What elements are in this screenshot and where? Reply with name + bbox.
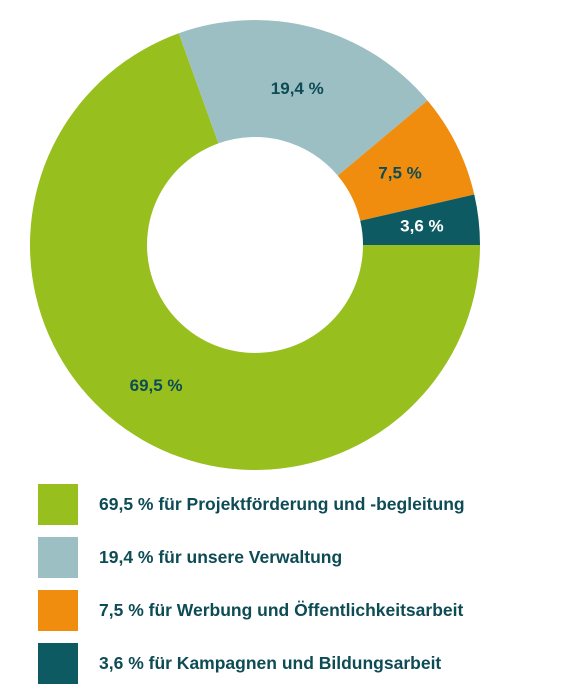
legend-item-kampagnen: 3,6 % für Kampagnen und Bildungsarbeit [38, 643, 568, 684]
legend-label-kampagnen: 3,6 % für Kampagnen und Bildungsarbeit [99, 653, 442, 673]
donut-slice-labels: 69,5 % 19,4 % 7,5 % 3,6 % [130, 79, 444, 395]
legend-swatch-projektfoerderung [38, 484, 78, 525]
legend-label-werbung: 7,5 % für Werbung und Öffentlichkeitsarb… [99, 600, 464, 620]
legend-label-projektfoerderung: 69,5 % für Projektförderung und -begleit… [99, 494, 465, 514]
chart-legend: 69,5 % für Projektförderung und -begleit… [38, 484, 568, 696]
legend-label-verwaltung: 19,4 % für unsere Verwaltung [99, 547, 343, 567]
slice-label-verwaltung: 19,4 % [271, 79, 324, 98]
donut-slice-projektfoerderung [30, 33, 480, 471]
slice-label-projektfoerderung: 69,5 % [130, 376, 183, 395]
legend-item-projektfoerderung: 69,5 % für Projektförderung und -begleit… [38, 484, 568, 525]
legend-swatch-verwaltung [38, 537, 78, 578]
slice-label-werbung: 7,5 % [378, 163, 421, 182]
donut-slice-werbung [337, 100, 475, 221]
donut-slice-kampagnen [360, 194, 480, 245]
donut-slice-verwaltung [178, 20, 428, 176]
legend-swatch-werbung [38, 590, 78, 631]
legend-item-verwaltung: 19,4 % für unsere Verwaltung [38, 537, 568, 578]
legend-item-werbung: 7,5 % für Werbung und Öffentlichkeitsarb… [38, 590, 568, 631]
slice-label-kampagnen: 3,6 % [400, 217, 443, 236]
donut-chart: 69,5 % 19,4 % 7,5 % 3,6 % [30, 20, 480, 471]
donut-slices [30, 20, 480, 471]
legend-swatch-kampagnen [38, 643, 78, 684]
